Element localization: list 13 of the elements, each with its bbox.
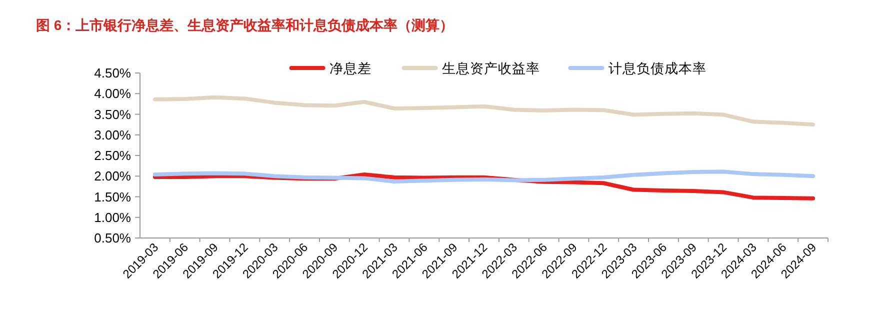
legend-label: 计息负债成本率 (608, 61, 706, 76)
y-tick-label: 1.50% (94, 189, 132, 204)
legend-label: 净息差 (329, 61, 372, 76)
title: 图 6：上市银行净息差、生息资产收益率和计息负债成本率（测算） (36, 17, 454, 33)
y-tick-label: 1.00% (94, 210, 132, 225)
y-tick-label: 3.00% (94, 127, 132, 142)
y-tick-label: 0.50% (94, 230, 132, 246)
y-tick-label: 4.00% (94, 86, 132, 102)
y-tick-label: 2.50% (94, 148, 132, 163)
y-tick-label: 4.50% (94, 66, 132, 80)
y-tick-label: 3.50% (94, 106, 132, 122)
legend-label: 生息资产收益率 (442, 61, 540, 76)
y-tick-label: 2.00% (94, 168, 132, 184)
